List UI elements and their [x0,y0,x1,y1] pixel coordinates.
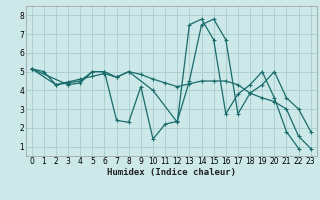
X-axis label: Humidex (Indice chaleur): Humidex (Indice chaleur) [107,168,236,177]
